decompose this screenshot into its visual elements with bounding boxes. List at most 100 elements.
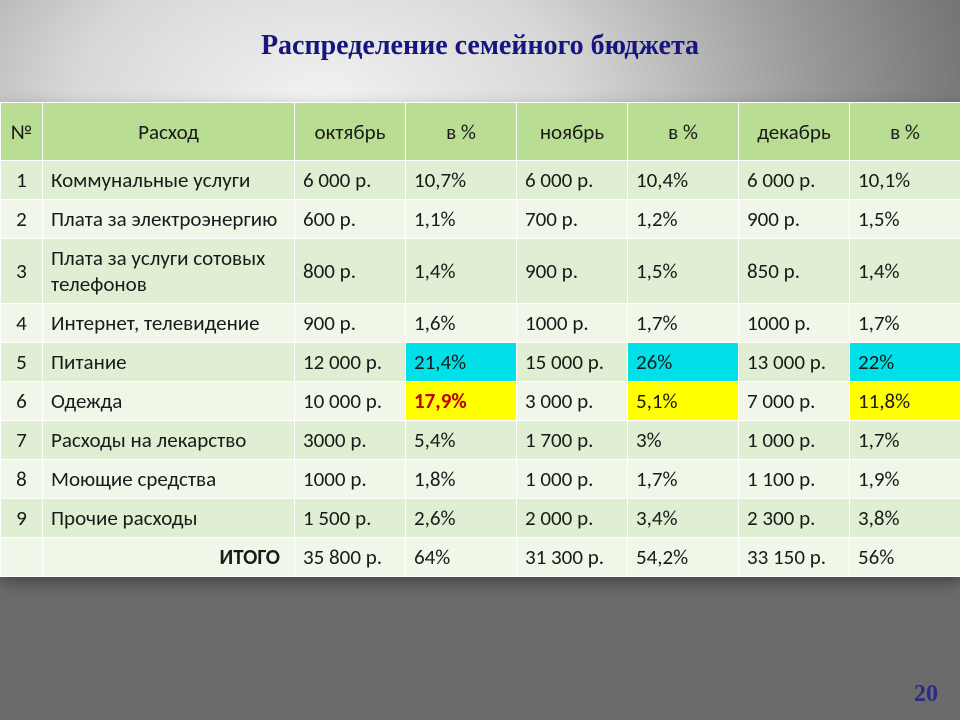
cell-value: 1000 р.	[517, 304, 628, 343]
cell-value: 17,9%	[406, 382, 517, 421]
page-title: Распределение семейного бюджета	[0, 0, 960, 102]
cell-value: 600 р.	[295, 200, 406, 239]
cell-value: 900 р.	[295, 304, 406, 343]
col-header: декабрь	[739, 103, 850, 161]
table-header: №Расходоктябрьв %ноябрьв %декабрьв %	[1, 103, 960, 161]
cell-value: 900 р.	[739, 200, 850, 239]
table-row: 7Расходы на лекарство3000 р.5,4%1 700 р.…	[1, 421, 960, 460]
cell-value: 800 р.	[295, 239, 406, 304]
cell-value: 1 000 р.	[739, 421, 850, 460]
total-value: 35 800 р.	[295, 538, 406, 577]
row-number: 5	[1, 343, 43, 382]
cell-value: 3,4%	[628, 499, 739, 538]
cell-value: 3 000 р.	[517, 382, 628, 421]
table-body: 1Коммунальные услуги6 000 р.10,7%6 000 р…	[1, 161, 960, 577]
cell-value: 5,4%	[406, 421, 517, 460]
budget-table-container: №Расходоктябрьв %ноябрьв %декабрьв % 1Ко…	[0, 102, 960, 577]
table-row: 9Прочие расходы1 500 р.2,6%2 000 р.3,4%2…	[1, 499, 960, 538]
expense-name: Расходы на лекарство	[43, 421, 295, 460]
budget-table: №Расходоктябрьв %ноябрьв %декабрьв % 1Ко…	[0, 102, 960, 577]
cell-value: 5,1%	[628, 382, 739, 421]
row-number: 7	[1, 421, 43, 460]
expense-name: Прочие расходы	[43, 499, 295, 538]
cell-value: 2,6%	[406, 499, 517, 538]
total-row: ИТОГО35 800 р.64%31 300 р.54,2%33 150 р.…	[1, 538, 960, 577]
cell-value: 2 300 р.	[739, 499, 850, 538]
cell-value: 1,4%	[850, 239, 960, 304]
cell-value: 6 000 р.	[739, 161, 850, 200]
cell-value: 1,1%	[406, 200, 517, 239]
cell-value: 700 р.	[517, 200, 628, 239]
cell-value: 11,8%	[850, 382, 960, 421]
total-number-blank	[1, 538, 43, 577]
expense-name: Моющие средства	[43, 460, 295, 499]
cell-value: 7 000 р.	[739, 382, 850, 421]
expense-name: Питание	[43, 343, 295, 382]
cell-value: 21,4%	[406, 343, 517, 382]
cell-value: 10 000 р.	[295, 382, 406, 421]
table-row: 4Интернет, телевидение900 р.1,6%1000 р.1…	[1, 304, 960, 343]
cell-value: 900 р.	[517, 239, 628, 304]
total-value: 54,2%	[628, 538, 739, 577]
cell-value: 1 100 р.	[739, 460, 850, 499]
cell-value: 10,4%	[628, 161, 739, 200]
table-row: 3Плата за услуги сотовых телефонов800 р.…	[1, 239, 960, 304]
col-header: Расход	[43, 103, 295, 161]
cell-value: 12 000 р.	[295, 343, 406, 382]
row-number: 4	[1, 304, 43, 343]
cell-value: 1,4%	[406, 239, 517, 304]
table-row: 1Коммунальные услуги6 000 р.10,7%6 000 р…	[1, 161, 960, 200]
col-header: ноябрь	[517, 103, 628, 161]
cell-value: 3,8%	[850, 499, 960, 538]
total-value: 33 150 р.	[739, 538, 850, 577]
cell-value: 13 000 р.	[739, 343, 850, 382]
cell-value: 1,7%	[628, 460, 739, 499]
col-header: в %	[850, 103, 960, 161]
cell-value: 1 700 р.	[517, 421, 628, 460]
cell-value: 1 500 р.	[295, 499, 406, 538]
col-header: в %	[628, 103, 739, 161]
row-number: 1	[1, 161, 43, 200]
cell-value: 10,1%	[850, 161, 960, 200]
row-number: 8	[1, 460, 43, 499]
row-number: 6	[1, 382, 43, 421]
cell-value: 1,8%	[406, 460, 517, 499]
page-number: 20	[914, 681, 938, 708]
cell-value: 1,7%	[850, 421, 960, 460]
col-header: в %	[406, 103, 517, 161]
cell-value: 22%	[850, 343, 960, 382]
table-row: 6Одежда10 000 р.17,9%3 000 р.5,1%7 000 р…	[1, 382, 960, 421]
total-value: 31 300 р.	[517, 538, 628, 577]
row-number: 9	[1, 499, 43, 538]
expense-name: Интернет, телевидение	[43, 304, 295, 343]
cell-value: 15 000 р.	[517, 343, 628, 382]
total-label: ИТОГО	[43, 538, 295, 577]
expense-name: Плата за электроэнергию	[43, 200, 295, 239]
total-value: 64%	[406, 538, 517, 577]
row-number: 2	[1, 200, 43, 239]
expense-name: Коммунальные услуги	[43, 161, 295, 200]
cell-value: 6 000 р.	[517, 161, 628, 200]
expense-name: Одежда	[43, 382, 295, 421]
table-row: 5Питание12 000 р.21,4%15 000 р.26%13 000…	[1, 343, 960, 382]
cell-value: 1000 р.	[295, 460, 406, 499]
cell-value: 26%	[628, 343, 739, 382]
col-header: октябрь	[295, 103, 406, 161]
cell-value: 1,2%	[628, 200, 739, 239]
cell-value: 1,5%	[850, 200, 960, 239]
total-value: 56%	[850, 538, 960, 577]
cell-value: 1,7%	[628, 304, 739, 343]
cell-value: 3%	[628, 421, 739, 460]
cell-value: 1,6%	[406, 304, 517, 343]
col-header: №	[1, 103, 43, 161]
cell-value: 850 р.	[739, 239, 850, 304]
cell-value: 10,7%	[406, 161, 517, 200]
table-row: 8Моющие средства1000 р.1,8%1 000 р.1,7%1…	[1, 460, 960, 499]
row-number: 3	[1, 239, 43, 304]
cell-value: 1000 р.	[739, 304, 850, 343]
table-row: 2Плата за электроэнергию600 р.1,1%700 р.…	[1, 200, 960, 239]
cell-value: 6 000 р.	[295, 161, 406, 200]
cell-value: 3000 р.	[295, 421, 406, 460]
cell-value: 1 000 р.	[517, 460, 628, 499]
cell-value: 1,5%	[628, 239, 739, 304]
